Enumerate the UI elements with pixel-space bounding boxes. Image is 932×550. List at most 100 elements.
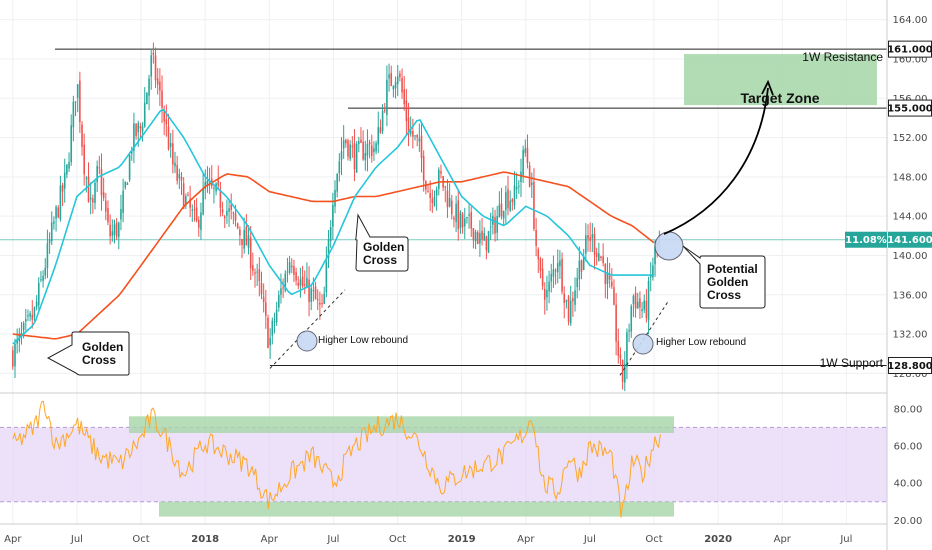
candle-body <box>528 165 531 187</box>
candle-body <box>85 177 88 179</box>
candle-body <box>202 188 204 215</box>
candle-body <box>636 301 639 309</box>
candle-body <box>277 295 280 308</box>
price-tick-label: 156.00 <box>893 94 928 105</box>
candle-body <box>115 222 118 237</box>
candle-body <box>236 223 239 229</box>
candle-body <box>35 301 38 308</box>
candle-body <box>383 109 386 112</box>
candle-body <box>342 140 345 149</box>
resistance-price-tag: 161.000 <box>887 45 932 56</box>
candle-body <box>128 155 131 180</box>
candle-body <box>396 76 399 85</box>
candle-body <box>401 77 403 93</box>
candle-body <box>446 190 449 208</box>
annotations-layer <box>269 79 774 376</box>
candle-body <box>405 100 408 122</box>
candle-body <box>444 186 447 188</box>
candle-body <box>288 262 291 273</box>
candle-body <box>515 186 518 190</box>
candle-body <box>550 273 553 282</box>
candle-body <box>111 231 114 237</box>
candle-body <box>539 258 542 271</box>
candle-body <box>327 238 330 259</box>
candle-body <box>498 204 501 218</box>
candle-body <box>388 74 390 79</box>
zones-layer <box>129 54 877 517</box>
candle-body <box>243 229 245 249</box>
price-axis[interactable]: 128.00 132.00 136.00 140.00 144.00 148.00 152.… <box>893 15 928 380</box>
candle-body <box>57 207 60 218</box>
candle-body <box>46 243 49 269</box>
candle-body <box>358 141 360 145</box>
candle-body <box>595 252 598 257</box>
price-tick-label: 144.00 <box>893 212 928 223</box>
time-tick-label: Apr <box>4 534 22 545</box>
candle-body <box>632 295 635 305</box>
candle-body <box>334 189 336 207</box>
candle-body <box>414 135 416 137</box>
candle-body <box>535 230 537 246</box>
candle-body <box>654 246 656 265</box>
rsi-axis[interactable]: 20.00 40.00 60.00 80.00 <box>894 404 923 526</box>
candle-body <box>617 341 620 356</box>
time-axis[interactable]: Apr Jul Oct 2018 Apr Jul Oct 2019 Apr Jul Oct 2020 A… <box>4 534 852 545</box>
candle-body <box>44 267 47 276</box>
target-arrow-head <box>761 79 774 96</box>
price-tick-label: 140.00 <box>893 251 928 262</box>
candle-body <box>552 269 555 277</box>
target-tag-box <box>888 100 932 117</box>
candle-body <box>143 102 146 127</box>
candle-body <box>159 81 161 91</box>
candle-body <box>412 130 414 137</box>
target-price-tag: 155.000 <box>887 104 932 115</box>
candle-body <box>598 253 600 261</box>
candle-body <box>87 176 90 203</box>
candle-body <box>448 197 451 207</box>
candle-body <box>303 284 306 286</box>
candle-body <box>485 236 488 251</box>
horizontal-lines-layer <box>0 48 887 366</box>
candle-body <box>306 278 308 287</box>
candle-body <box>282 287 284 289</box>
candle-body <box>42 275 44 281</box>
candle-body <box>345 139 347 144</box>
price-tick-label: 160.00 <box>893 54 928 65</box>
time-tick-label: Oct <box>645 534 662 545</box>
rsi-oversold-zone <box>159 501 674 517</box>
golden-cross-2-line1: Golden <box>363 240 404 254</box>
price-tick-label: 136.00 <box>893 290 928 301</box>
candle-body <box>265 302 267 316</box>
candle-body <box>645 300 648 319</box>
time-tick-label: 2020 <box>704 534 732 545</box>
candle-body <box>587 234 589 239</box>
candle-body <box>299 279 302 286</box>
candle-body <box>366 144 369 156</box>
candle-body <box>507 189 509 209</box>
candle-body <box>14 343 16 367</box>
candle-body <box>68 162 70 169</box>
candle-body <box>59 185 62 220</box>
candle-body <box>295 272 297 281</box>
time-tick-label: 2019 <box>448 534 476 545</box>
candle-body <box>29 313 31 317</box>
higher-low-1-marker <box>296 330 318 352</box>
candle-body <box>481 231 483 240</box>
time-tick-label: Jul <box>326 534 339 545</box>
time-tick-label: Oct <box>389 534 406 545</box>
candle-body <box>628 330 630 332</box>
candle-body <box>580 260 583 272</box>
candle-body <box>602 256 604 264</box>
price-tick-label: 128.00 <box>893 369 928 380</box>
candle-body <box>340 151 343 161</box>
candle-body <box>476 231 479 244</box>
support-price-tag: 128.800 <box>887 361 932 372</box>
candle-body <box>200 212 202 230</box>
candle-body <box>468 214 470 216</box>
candle-body <box>239 229 241 236</box>
candle-body <box>565 300 568 302</box>
candle-body <box>373 148 375 153</box>
candle-body <box>154 55 157 81</box>
candle-body <box>31 314 34 320</box>
